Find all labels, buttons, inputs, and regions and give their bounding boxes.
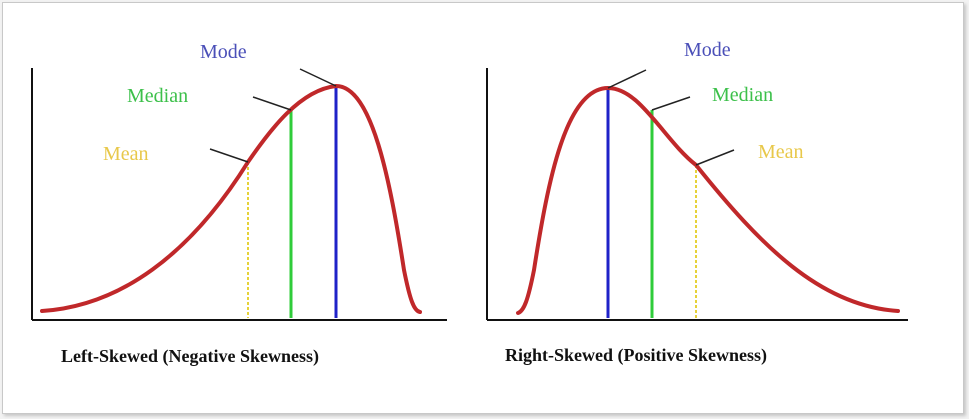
right-skewed-curve (516, 85, 900, 315)
left-median-label: Median (127, 85, 188, 107)
left-mode-leader (299, 68, 337, 87)
right-caption: Right-Skewed (Positive Skewness) (505, 345, 767, 366)
figure-frame (2, 2, 964, 414)
right-mean-leader (695, 149, 735, 166)
left-panel: Mode Median Mean Left-Skewed (Negative S… (31, 41, 447, 367)
left-caption: Left-Skewed (Negative Skewness) (61, 346, 319, 367)
left-mode-label: Mode (200, 41, 247, 63)
right-median-leader (651, 96, 691, 111)
left-mean-label: Mean (103, 143, 149, 165)
right-median-label: Median (712, 84, 773, 106)
left-mean-leader (209, 148, 249, 163)
left-skewed-curve (40, 83, 422, 314)
right-mean-label: Mean (758, 141, 804, 163)
right-mode-label: Mode (684, 39, 731, 61)
right-panel: Mode Median Mean Right-Skewed (Positive … (486, 39, 908, 366)
left-median-leader (252, 96, 292, 111)
right-mode-leader (607, 69, 647, 89)
